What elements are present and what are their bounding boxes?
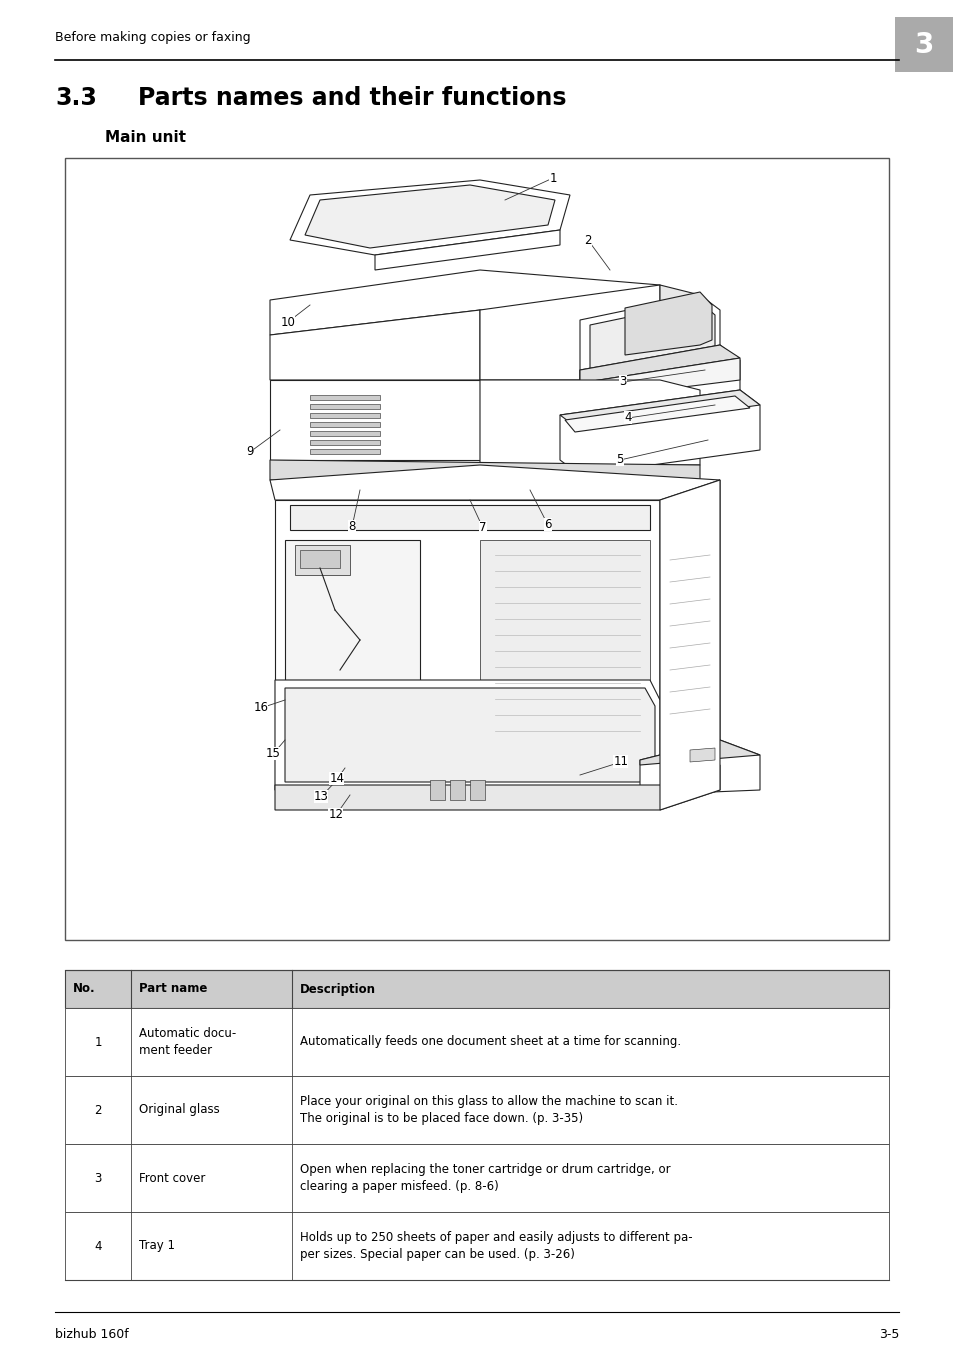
Polygon shape — [310, 404, 379, 410]
Polygon shape — [579, 358, 740, 400]
Text: 2: 2 — [94, 1103, 102, 1117]
Text: 7: 7 — [478, 522, 486, 534]
Polygon shape — [294, 545, 350, 575]
Polygon shape — [579, 295, 720, 380]
Text: Place your original on this glass to allow the machine to scan it.
The original : Place your original on this glass to all… — [299, 1095, 677, 1125]
Bar — [894, 18, 953, 72]
Polygon shape — [270, 465, 720, 500]
Polygon shape — [290, 506, 649, 530]
Polygon shape — [470, 780, 484, 800]
Polygon shape — [430, 780, 444, 800]
Polygon shape — [310, 422, 379, 427]
Polygon shape — [310, 449, 379, 454]
Polygon shape — [285, 539, 419, 680]
Bar — [65, 969, 888, 1009]
Text: 4: 4 — [94, 1240, 102, 1252]
Polygon shape — [479, 539, 649, 760]
Polygon shape — [639, 740, 760, 765]
Text: Tray 1: Tray 1 — [139, 1240, 174, 1252]
Polygon shape — [639, 740, 760, 795]
Polygon shape — [310, 395, 379, 400]
Polygon shape — [270, 270, 659, 335]
Polygon shape — [659, 480, 720, 790]
Polygon shape — [285, 688, 655, 781]
Text: 3: 3 — [913, 31, 933, 59]
Polygon shape — [297, 721, 319, 731]
Text: Front cover: Front cover — [139, 1171, 205, 1184]
Polygon shape — [624, 292, 711, 356]
Polygon shape — [559, 389, 760, 430]
Text: Description: Description — [299, 983, 375, 995]
Text: Original glass: Original glass — [139, 1103, 219, 1117]
Polygon shape — [589, 301, 714, 375]
Text: 10: 10 — [280, 315, 295, 329]
Polygon shape — [479, 380, 700, 465]
Text: 3.3: 3.3 — [55, 87, 97, 110]
Text: 12: 12 — [328, 808, 343, 822]
Text: 4: 4 — [623, 411, 631, 425]
Text: 6: 6 — [543, 519, 551, 531]
Polygon shape — [310, 412, 379, 418]
Bar — [65, 1009, 888, 1076]
Polygon shape — [274, 500, 659, 790]
Polygon shape — [270, 460, 700, 480]
Polygon shape — [659, 480, 720, 810]
Text: 3-5: 3-5 — [878, 1329, 898, 1341]
Polygon shape — [299, 550, 339, 568]
Text: No.: No. — [73, 983, 95, 995]
Polygon shape — [579, 345, 740, 415]
Polygon shape — [290, 180, 569, 256]
Text: 1: 1 — [549, 172, 557, 184]
Polygon shape — [659, 285, 700, 389]
Text: 16: 16 — [253, 702, 268, 714]
Text: 9: 9 — [246, 446, 253, 458]
Text: 11: 11 — [613, 756, 628, 768]
Polygon shape — [564, 396, 749, 433]
Polygon shape — [310, 439, 379, 445]
Text: 3: 3 — [618, 376, 626, 388]
Polygon shape — [274, 680, 659, 790]
Bar — [65, 1211, 888, 1280]
Bar — [65, 1076, 888, 1144]
Polygon shape — [689, 748, 714, 763]
Text: Holds up to 250 sheets of paper and easily adjusts to different pa-
per sizes. S: Holds up to 250 sheets of paper and easi… — [299, 1232, 692, 1261]
Polygon shape — [375, 230, 559, 270]
Polygon shape — [274, 765, 720, 810]
Bar — [65, 1144, 888, 1211]
Polygon shape — [559, 389, 760, 475]
Text: 3: 3 — [94, 1171, 102, 1184]
Polygon shape — [450, 780, 464, 800]
Text: Before making copies or faxing: Before making copies or faxing — [55, 31, 251, 45]
Polygon shape — [310, 431, 379, 435]
Text: bizhub 160f: bizhub 160f — [55, 1329, 129, 1341]
Polygon shape — [479, 285, 659, 380]
Text: 2: 2 — [583, 234, 591, 246]
Text: 15: 15 — [265, 748, 280, 760]
Polygon shape — [270, 310, 479, 380]
Text: Parts names and their functions: Parts names and their functions — [138, 87, 566, 110]
Text: 5: 5 — [616, 453, 623, 466]
Polygon shape — [270, 380, 479, 460]
Polygon shape — [579, 345, 740, 383]
Text: 1: 1 — [94, 1036, 102, 1049]
Polygon shape — [297, 738, 319, 750]
Polygon shape — [297, 756, 319, 768]
Text: Automatically feeds one document sheet at a time for scanning.: Automatically feeds one document sheet a… — [299, 1036, 680, 1049]
Text: Automatic docu-
ment feeder: Automatic docu- ment feeder — [139, 1028, 236, 1057]
Polygon shape — [305, 185, 555, 247]
Text: 13: 13 — [314, 791, 328, 803]
Text: Open when replacing the toner cartridge or drum cartridge, or
clearing a paper m: Open when replacing the toner cartridge … — [299, 1163, 670, 1192]
Text: Part name: Part name — [139, 983, 207, 995]
Text: 14: 14 — [329, 772, 344, 786]
Text: Main unit: Main unit — [105, 131, 186, 146]
Bar — [65, 158, 888, 940]
Text: 8: 8 — [348, 521, 355, 534]
